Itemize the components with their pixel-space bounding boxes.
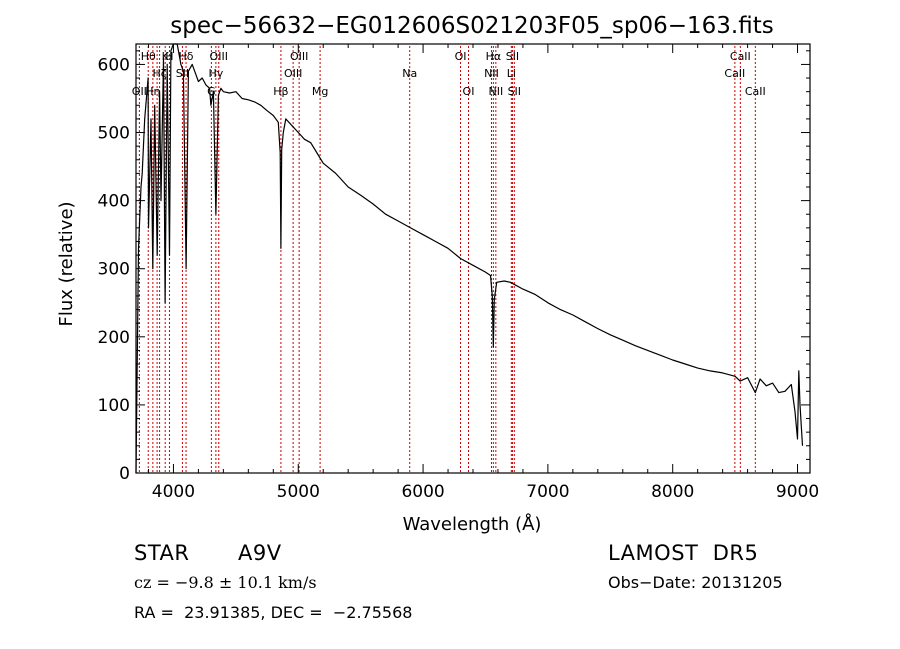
spectral-line-label: Li bbox=[507, 67, 516, 80]
y-axis-label: Flux (relative) bbox=[56, 201, 77, 326]
object-subclass: A9V bbox=[238, 541, 282, 565]
spectral-line-label: Hθ bbox=[141, 50, 156, 63]
y-tick-label: 300 bbox=[98, 260, 130, 280]
spectral-line-label: SII bbox=[176, 67, 189, 80]
x-tick-label: 5000 bbox=[277, 482, 320, 502]
y-tick-label: 600 bbox=[98, 55, 130, 75]
spectral-line-label: G bbox=[207, 85, 216, 98]
spectral-line-label: OIII bbox=[210, 50, 228, 63]
survey-release: LAMOST DR5 bbox=[608, 541, 759, 565]
spectral-line-label: NII bbox=[488, 85, 503, 98]
chart-title: spec−56632−EG012606S021203F05_sp06−163.f… bbox=[170, 13, 773, 39]
spectral-line-label: CaII bbox=[730, 50, 751, 63]
spectral-line-label: Hδ bbox=[179, 50, 194, 63]
plot-frame bbox=[135, 43, 811, 474]
y-tick-label: 400 bbox=[98, 192, 130, 212]
y-tick-label: 0 bbox=[119, 464, 130, 484]
x-tick-label: 8000 bbox=[651, 482, 694, 502]
x-tick-label: 4000 bbox=[152, 482, 195, 502]
spectral-line-label: NII bbox=[484, 67, 499, 80]
x-tick-label: 9000 bbox=[776, 482, 819, 502]
spectrum-line bbox=[135, 43, 804, 474]
spectral-line-label: SII bbox=[508, 85, 521, 98]
spectral-line-markers bbox=[138, 46, 756, 473]
spectral-line-label: Na bbox=[402, 67, 417, 80]
spectral-line-label: K bbox=[162, 50, 170, 63]
y-axis: 0 100 200 300 400 500 600 bbox=[98, 50, 810, 484]
spectral-line-label: OI bbox=[463, 85, 475, 98]
spectral-line-label: CaII bbox=[724, 67, 745, 80]
x-axis: 4000 5000 6000 7000 8000 9000 bbox=[147, 44, 819, 502]
spectral-line-label: Hζ bbox=[152, 67, 166, 80]
spectral-line-label: OI bbox=[455, 50, 467, 63]
spectral-line-label: Hα bbox=[486, 50, 502, 63]
spectral-line-label: H bbox=[165, 50, 173, 63]
spectral-line-label: Mg bbox=[312, 85, 328, 98]
spectral-line-label: OIII bbox=[284, 67, 302, 80]
spectral-line-label: OIII bbox=[290, 50, 308, 63]
spectral-line-label: CaII bbox=[745, 85, 766, 98]
spectral-line-label: Hβ bbox=[273, 85, 288, 98]
y-tick-label: 500 bbox=[98, 124, 130, 144]
object-class: STAR bbox=[134, 541, 190, 565]
x-axis-label: Wavelength (Å) bbox=[403, 513, 542, 535]
y-tick-label: 100 bbox=[98, 396, 130, 416]
sky-coordinates: RA = 23.91385, DEC = −2.75568 bbox=[134, 603, 413, 622]
redshift-velocity: cz = −9.8 ± 10.1 km/s bbox=[134, 573, 317, 592]
spectral-line-label: Hη bbox=[145, 85, 160, 98]
observation-date: Obs−Date: 20131205 bbox=[608, 573, 783, 592]
x-tick-label: 7000 bbox=[526, 482, 569, 502]
x-tick-label: 6000 bbox=[401, 482, 444, 502]
spectral-line-label: Hγ bbox=[208, 67, 223, 80]
spectral-line-label: SII bbox=[506, 50, 519, 63]
y-tick-label: 200 bbox=[98, 328, 130, 348]
